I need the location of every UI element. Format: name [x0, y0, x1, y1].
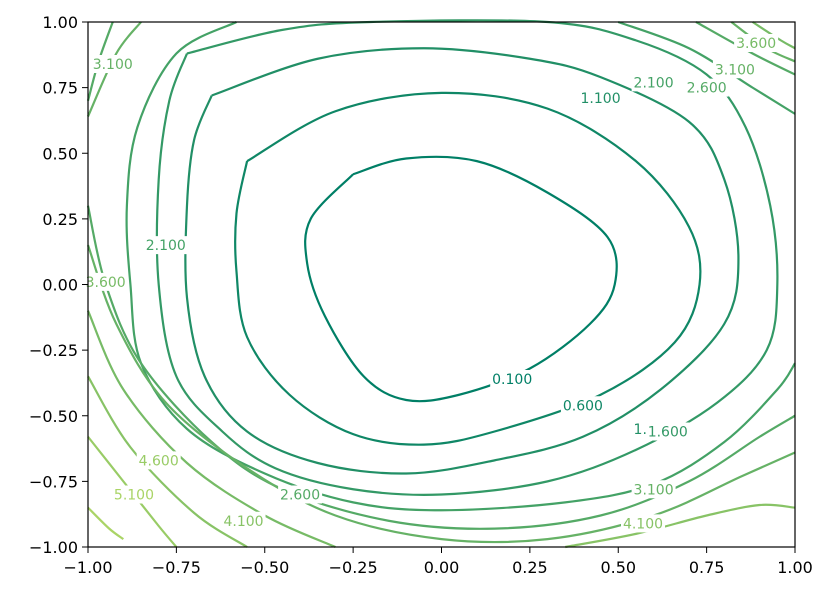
y-tick-label: 0.50: [42, 144, 78, 163]
contour-label-bg: [136, 451, 181, 470]
contour-lines: [86, 19, 796, 549]
contour-line-4.100-1: [87, 375, 248, 548]
contour-line-0.100-1: [304, 155, 618, 403]
y-tick-label: 0.75: [42, 79, 78, 98]
contour-line-4.600-1: [87, 436, 178, 548]
contour-label-bg: [620, 514, 665, 533]
y-tick-label: 0.00: [42, 276, 78, 295]
contour-label-bg: [631, 480, 676, 499]
y-tick-label: −1.00: [29, 538, 78, 557]
x-tick-label: 0.50: [600, 558, 636, 577]
contour-line-4.100-2: [565, 503, 796, 549]
contour-line-3.100-2: [86, 244, 796, 544]
contour-line-5.100-1: [87, 506, 125, 541]
contour-label-0.600-1: 0.600: [563, 398, 603, 414]
contour-line-2.100-1: [125, 21, 796, 512]
contour-label-bg: [83, 272, 128, 291]
y-tick-label: 1.00: [42, 13, 78, 32]
contour-label-3.100-3: 3.100: [715, 62, 755, 78]
contour-label-3.600-1: 3.600: [86, 275, 126, 291]
contour-line-0.600-1: [234, 91, 702, 446]
x-tick-label: −0.75: [152, 558, 201, 577]
contour-line-3.600-2: [751, 21, 796, 50]
x-tick-label: −0.50: [240, 558, 289, 577]
contour-line-3.100-1: [86, 21, 142, 117]
contour-label-3.100-2: 3.100: [634, 482, 674, 498]
contour-label-4.600-1: 4.600: [139, 453, 179, 469]
contour-label-2.100-2: 2.100: [634, 75, 674, 91]
contour-label-3.100-1: 3.100: [93, 57, 133, 73]
contour-line-3.600-1: [86, 310, 336, 549]
contour-label-1.600-1: 1.600: [648, 425, 688, 441]
contour-label-2.600-1: 2.600: [280, 488, 320, 504]
contour-label-1.100-1: 1.100: [581, 91, 621, 107]
contour-line-1.100-1: [184, 47, 740, 475]
y-tick-label: 0.25: [42, 210, 78, 229]
contour-labels: 0.1000.6001.1001.1001.6002.1002.1002.600…: [83, 34, 779, 533]
contour-label-bg: [578, 89, 623, 108]
contour-label-2.600-2: 2.600: [687, 81, 727, 97]
contour-label-2.100-1: 2.100: [146, 238, 186, 254]
contour-label-3.600-2: 3.600: [736, 36, 776, 52]
contour-label-0.100-1: 0.100: [492, 372, 532, 388]
contour-label-bg: [490, 370, 535, 388]
x-tick-label: −1.00: [63, 558, 112, 577]
x-tick-label: 0.75: [689, 558, 725, 577]
contour-label-4.100-2: 4.100: [623, 516, 663, 532]
x-tick-label: 1.00: [777, 558, 813, 577]
contour-label-bg: [111, 485, 156, 504]
contour-label-bg: [90, 55, 135, 73]
contour-label-bg: [278, 485, 323, 504]
x-tick-label: −0.25: [329, 558, 378, 577]
contour-label-bg: [734, 34, 779, 52]
x-tick-label: 0.25: [512, 558, 548, 577]
x-axis: −1.00 −0.75 −0.50 −0.25 0.00 0.25 0.50 0.75 1.00: [63, 547, 813, 577]
y-axis: −1.00 −0.75 −0.50 −0.25 0.00 0.25 0.50 0.75 1.00: [29, 13, 88, 557]
y-tick-label: −0.50: [29, 407, 78, 426]
contour-label-bg: [684, 78, 729, 97]
y-tick-label: −0.75: [29, 472, 78, 491]
contour-label-bg: [712, 60, 757, 79]
contour-label-4.100-1: 4.100: [223, 514, 263, 530]
contour-label-bg: [221, 511, 266, 530]
contour-line-2.600-2: [86, 205, 796, 530]
contour-line-2.600-3: [695, 21, 796, 76]
x-tick-label: 0.00: [424, 558, 460, 577]
contour-label-bg: [560, 396, 605, 415]
contour-label-bg: [631, 73, 676, 92]
contour-label-bg: [143, 236, 188, 255]
y-tick-label: −0.25: [29, 341, 78, 360]
contour-label-bg: [645, 422, 690, 441]
contour-label-5.100-1: 5.100: [114, 488, 154, 504]
